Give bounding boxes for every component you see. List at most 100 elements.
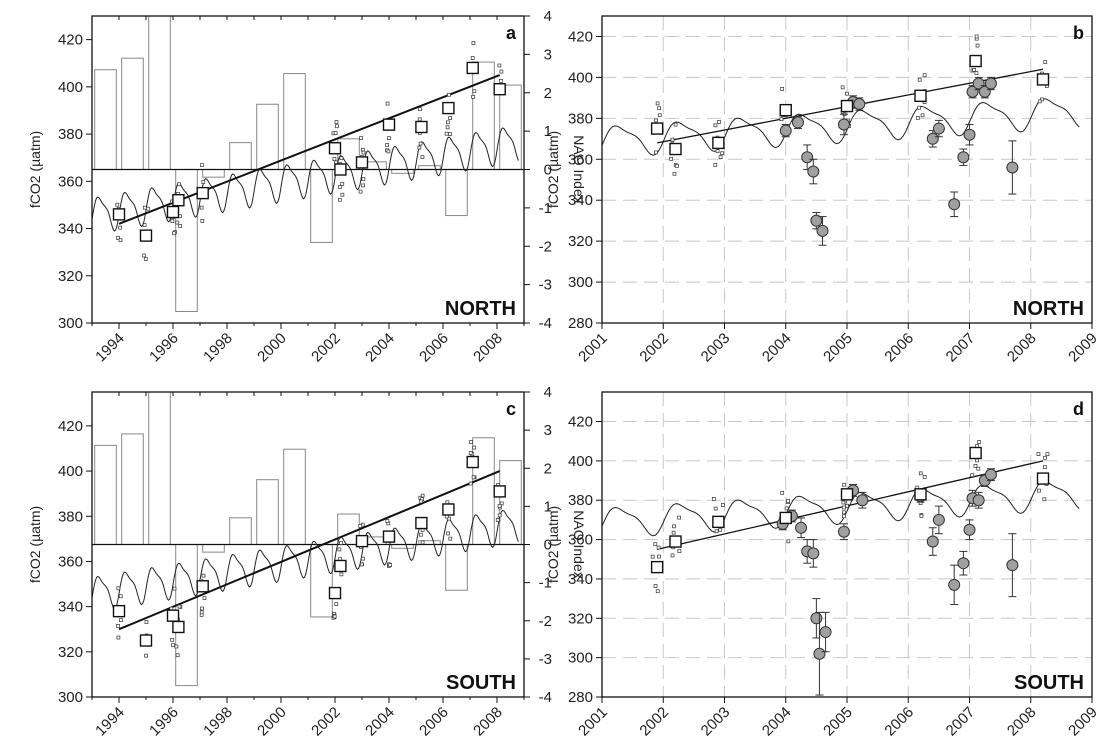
- y-tick-label: 380: [58, 508, 83, 525]
- trend-line: [656, 460, 1044, 551]
- x-tick-label: 2006: [416, 704, 452, 740]
- raw-sample-point: [718, 155, 723, 159]
- y2-tick-label: 4: [544, 8, 552, 25]
- x-tick-label: 2005: [820, 330, 856, 366]
- mean-fco2-point: [840, 99, 854, 113]
- raw-sample-point: [142, 223, 147, 227]
- mean-fco2-point: [415, 516, 428, 530]
- raw-sample-point: [657, 106, 662, 111]
- raw-sample-point: [448, 536, 453, 541]
- raw-sample-point: [385, 143, 389, 147]
- raw-sample-point: [842, 514, 846, 519]
- raw-sample-point: [445, 120, 450, 125]
- raw-sample-point: [919, 514, 924, 518]
- y-tick-label: 360: [58, 553, 83, 570]
- y2-tick-label: -1: [539, 575, 552, 592]
- y2-tick-label: 3: [544, 46, 552, 63]
- mooring-mean-point: [948, 198, 961, 211]
- raw-sample-point: [497, 513, 502, 518]
- raw-sample-point: [339, 541, 343, 545]
- raw-sample-point: [116, 586, 121, 591]
- mooring-mean-point: [963, 128, 976, 141]
- y-tick-label: 340: [58, 221, 83, 238]
- nao-bar: [148, 15, 171, 170]
- raw-sample-point: [1043, 60, 1048, 64]
- y2-tick-label: -3: [539, 651, 552, 668]
- raw-sample-point: [653, 542, 658, 546]
- y-tick-label: 300: [568, 650, 593, 667]
- raw-sample-point: [332, 614, 337, 619]
- mean-fco2-point: [779, 511, 792, 525]
- raw-sample-point: [711, 496, 716, 501]
- region-label: NORTH: [1013, 298, 1084, 320]
- mean-fco2-point: [466, 61, 479, 75]
- mean-fco2-point: [840, 488, 854, 501]
- mooring-mean-point: [932, 122, 945, 135]
- raw-sample-point: [842, 505, 846, 510]
- x-tick-label: 2002: [636, 704, 672, 740]
- raw-sample-point: [116, 236, 120, 240]
- raw-sample-point: [714, 529, 719, 534]
- raw-sample-point: [977, 440, 981, 444]
- y2-tick-label: -2: [539, 613, 552, 630]
- raw-sample-point: [172, 231, 176, 236]
- raw-sample-point: [144, 620, 149, 624]
- raw-sample-point: [675, 164, 679, 168]
- raw-sample-point: [142, 205, 147, 210]
- raw-sample-point: [840, 85, 845, 90]
- y2-tick-label: 4: [544, 384, 552, 401]
- mean-fco2-point: [914, 89, 927, 103]
- raw-sample-point: [715, 149, 720, 154]
- raw-sample-point: [143, 257, 148, 261]
- raw-sample-point: [200, 219, 205, 223]
- raw-sample-point: [973, 464, 978, 468]
- raw-sample-point: [845, 503, 849, 508]
- raw-sample-point: [417, 117, 422, 122]
- mean-fco2-point: [382, 118, 396, 131]
- raw-sample-point: [922, 73, 927, 78]
- raw-sample-point: [975, 458, 979, 463]
- x-tick-label: 2004: [362, 330, 398, 366]
- raw-sample-point: [447, 516, 451, 521]
- atmospheric-co2-line: [91, 509, 519, 610]
- raw-sample-point: [786, 539, 791, 544]
- raw-sample-point: [338, 185, 342, 189]
- x-tick-label: 1994: [92, 330, 128, 366]
- y-tick-label: 420: [568, 414, 593, 431]
- raw-sample-point: [448, 132, 452, 136]
- raw-sample-point: [334, 602, 339, 606]
- raw-sample-point: [657, 554, 661, 559]
- panel-letter: b: [1073, 23, 1084, 43]
- x-tick-label: 1998: [200, 330, 236, 366]
- x-tick-label: 2000: [254, 330, 290, 366]
- mean-fco2-point: [779, 103, 792, 117]
- raw-sample-point: [717, 120, 721, 124]
- x-tick-label: 2006: [881, 330, 917, 366]
- raw-sample-point: [417, 145, 422, 150]
- raw-sample-point: [842, 482, 846, 487]
- y2-tick-label: 2: [544, 460, 552, 477]
- y-tick-label: 280: [568, 315, 593, 332]
- raw-sample-point: [387, 136, 391, 141]
- mean-fco2-point: [196, 186, 209, 200]
- mooring-mean-point: [926, 132, 939, 145]
- y-axis-label: fCO2 (µatm): [27, 506, 43, 583]
- raw-sample-point: [842, 510, 846, 515]
- raw-sample-point: [976, 466, 981, 471]
- raw-sample-point: [672, 171, 677, 176]
- raw-sample-point: [499, 501, 504, 506]
- raw-sample-point: [1037, 99, 1042, 104]
- raw-sample-point: [202, 596, 207, 600]
- raw-sample-point: [118, 238, 123, 243]
- raw-sample-point: [720, 151, 724, 156]
- raw-sample-point: [170, 219, 175, 223]
- mean-fco2-point: [196, 580, 209, 593]
- nao-bar: [445, 169, 468, 217]
- raw-sample-point: [669, 157, 673, 161]
- mean-fco2-point: [1036, 472, 1050, 485]
- mooring-mean-point: [856, 494, 869, 507]
- raw-sample-point: [672, 524, 676, 529]
- mooring-mean-point: [807, 165, 820, 178]
- y-tick-label: 420: [58, 32, 83, 49]
